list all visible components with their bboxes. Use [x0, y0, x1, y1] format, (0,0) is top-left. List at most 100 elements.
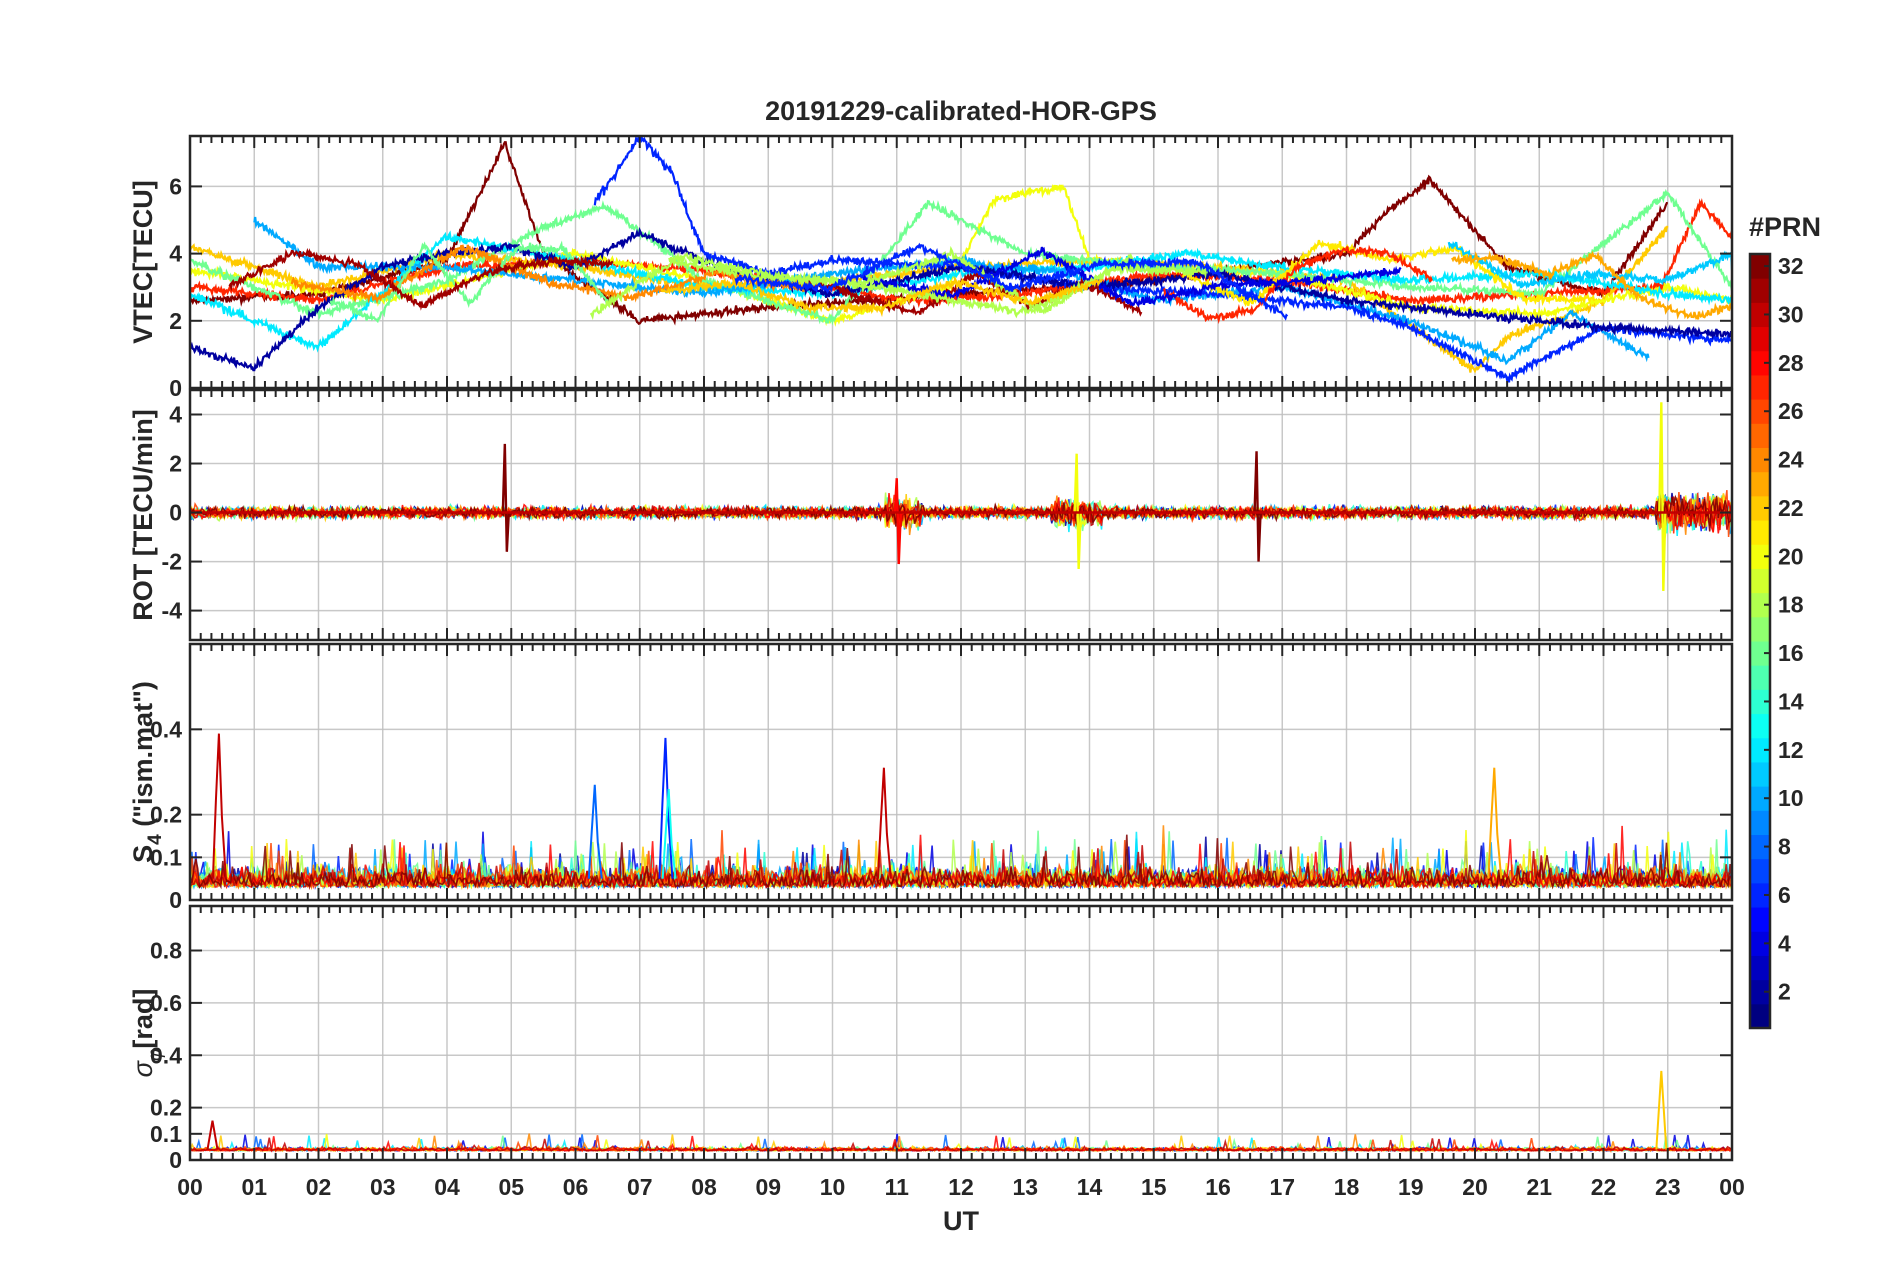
- vtec-series-line: [190, 230, 1732, 353]
- vtec-ytick-label: 2: [169, 308, 182, 334]
- x-tick-label: 13: [1012, 1174, 1038, 1200]
- rot-ytick-label: 2: [169, 451, 182, 477]
- colorbar-segment: [1750, 374, 1770, 400]
- vtec-lines: [190, 136, 1732, 385]
- colorbar-segment: [1750, 592, 1770, 618]
- x-tick-label: 09: [755, 1174, 781, 1200]
- colorbar-tick-label: 6: [1778, 882, 1791, 908]
- s4-peak: [211, 733, 227, 879]
- colorbar-tick-label: 28: [1778, 350, 1804, 376]
- chart-title: 20191229-calibrated-HOR-GPS: [765, 96, 1157, 126]
- s4-peak: [661, 788, 677, 879]
- sigphi-peak: [1655, 1070, 1668, 1150]
- rot-ytick-label: 0: [169, 500, 182, 526]
- colorbar-tick-label: 2: [1778, 979, 1791, 1005]
- s4-peak: [876, 767, 892, 879]
- sigphi-ylabel-sub: φ: [145, 1049, 166, 1061]
- colorbar-segment: [1750, 568, 1770, 594]
- x-tick-label: 05: [498, 1174, 524, 1200]
- vtec-series-line: [861, 246, 1402, 308]
- x-tick-label: 04: [434, 1174, 460, 1200]
- s4-peak: [658, 737, 674, 879]
- vtec-frame: [188, 134, 1734, 390]
- vtec-ytick-label: 6: [169, 173, 182, 199]
- colorbar-segment: [1750, 326, 1770, 352]
- colorbar-tick-label: 14: [1778, 688, 1804, 714]
- sigphi-ytick-label: 0.1: [150, 1121, 182, 1147]
- colorbar-segment: [1750, 713, 1770, 739]
- vtec-series-line: [1162, 244, 1433, 324]
- s4-frame: [188, 642, 1734, 902]
- colorbar-tick-label: 8: [1778, 834, 1791, 860]
- colorbar-segment: [1750, 931, 1770, 956]
- x-tick-label: 21: [1526, 1174, 1552, 1200]
- colorbar-tick-label: 16: [1778, 640, 1804, 666]
- rot-frame: [188, 388, 1734, 642]
- x-tick-label: 14: [1077, 1174, 1103, 1200]
- vtec-series-line: [660, 275, 1103, 318]
- colorbar-segment: [1750, 423, 1770, 448]
- sigphi-ylabel-main: σ: [128, 1059, 158, 1077]
- s4-ylabel-rest: ("ism.mat"): [128, 681, 158, 834]
- colorbar-segment: [1750, 254, 1770, 279]
- colorbar-segment: [1750, 834, 1770, 860]
- rot-ytick-label: -4: [162, 598, 183, 624]
- vtec-series-line: [329, 240, 611, 324]
- rot-ytick-label: -2: [162, 549, 182, 575]
- colorbar-segment: [1750, 665, 1770, 690]
- colorbar-segment: [1750, 858, 1770, 884]
- colorbar-tick-label: 20: [1778, 543, 1804, 569]
- colorbar-segment: [1750, 495, 1770, 521]
- sigphi-ytick-label: 0.4: [150, 1042, 182, 1068]
- colorbar-segment: [1750, 641, 1770, 666]
- x-tick-label: 23: [1655, 1174, 1681, 1200]
- rot-spike: [501, 443, 511, 552]
- x-tick-label: 18: [1334, 1174, 1360, 1200]
- sigphi-ticks: 00.10.2 0.4 0.6 0.8: [150, 906, 1733, 1173]
- colorbar-tick-label: 32: [1778, 253, 1804, 279]
- colorbar-segment: [1750, 544, 1770, 569]
- colorbar-segment: [1750, 278, 1770, 303]
- s4-lines: [190, 733, 1732, 891]
- panel-vtec: 0 2 4 6 VTEC[TECU]: [128, 134, 1734, 401]
- s4-peak: [1487, 767, 1503, 879]
- colorbar-segment: [1750, 907, 1770, 932]
- colorbar-segment: [1750, 955, 1770, 981]
- s4-ytick-label: 0.4: [150, 716, 182, 742]
- s4-series-line: [190, 834, 1732, 890]
- sigphi-ytick-label: 0.2: [150, 1095, 182, 1121]
- colorbar-tick-label: 22: [1778, 495, 1804, 521]
- panel-sigphi: 00.10.2 0.4 0.6 0.8 σφ[rad]: [128, 904, 1734, 1173]
- rot-spike: [1658, 402, 1667, 592]
- x-tick-label: 11: [885, 1174, 910, 1200]
- colorbar-label: #PRN: [1749, 212, 1821, 242]
- sigphi-ylabel-rest: [rad]: [128, 989, 158, 1049]
- colorbar-segment: [1750, 689, 1770, 715]
- colorbar-segment: [1750, 882, 1770, 908]
- sigphi-grid: [190, 906, 1732, 1160]
- x-tick-label: 17: [1269, 1174, 1295, 1200]
- vtec-ytick-label: 0: [169, 375, 182, 401]
- sigphi-ytick-label: 0.8: [150, 938, 182, 964]
- x-tick-label: 03: [370, 1174, 396, 1200]
- colorbar-tick-label: 30: [1778, 301, 1804, 327]
- colorbar-segment: [1750, 761, 1770, 787]
- s4-ytick-label: 0: [169, 887, 182, 913]
- colorbar-segment: [1750, 350, 1770, 376]
- x-tick-label: 12: [948, 1174, 974, 1200]
- sigphi-ylabel: σφ[rad]: [128, 989, 166, 1078]
- colorbar-segment: [1750, 520, 1770, 545]
- rot-lines: [190, 402, 1732, 592]
- vtec-series-line: [1182, 239, 1596, 307]
- x-tick-label: 02: [306, 1174, 332, 1200]
- panel-rot: -4 -2 0 2 4 ROT [TECU/min]: [128, 388, 1734, 642]
- colorbar-segment: [1750, 810, 1770, 835]
- colorbar-tick-label: 26: [1778, 398, 1804, 424]
- s4-peak: [587, 784, 603, 879]
- s4-ytick-label: 0.1: [150, 844, 182, 870]
- x-axis-label: UT: [943, 1206, 979, 1236]
- x-tick-label: 10: [820, 1174, 846, 1200]
- x-tick-label: 20: [1462, 1174, 1488, 1200]
- vtec-series-line: [1451, 250, 1732, 320]
- colorbar-segment: [1750, 399, 1770, 424]
